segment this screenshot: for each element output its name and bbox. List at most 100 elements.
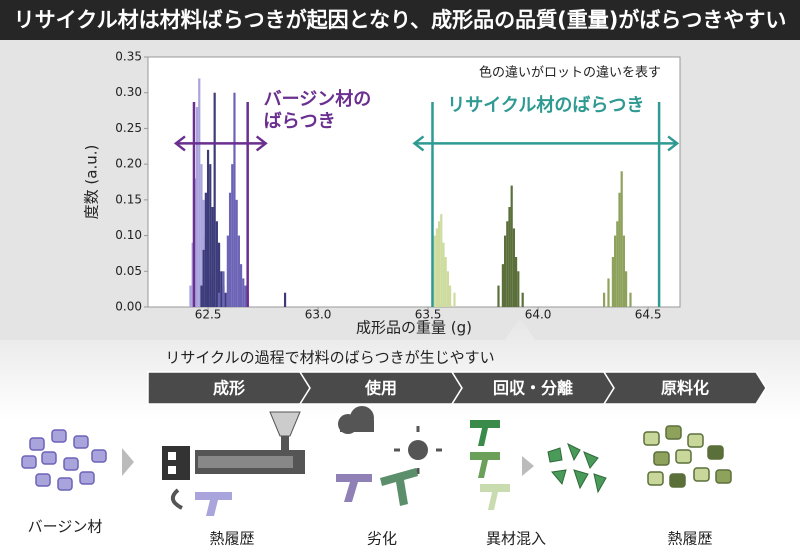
bar bbox=[620, 171, 623, 307]
bar bbox=[213, 92, 216, 307]
step-label: 劣化 bbox=[367, 530, 397, 548]
y-tick-label: 0.35 bbox=[115, 50, 142, 64]
bar bbox=[209, 164, 212, 307]
virgin-pellets bbox=[21, 429, 107, 491]
bar bbox=[220, 271, 223, 307]
bar bbox=[233, 92, 236, 307]
y-label: 度数 (a.u.) bbox=[83, 145, 101, 220]
bar bbox=[521, 292, 524, 307]
recycled-pellets bbox=[643, 425, 732, 488]
x-tick-label: 62.5 bbox=[195, 308, 222, 322]
bar bbox=[442, 242, 445, 307]
bar bbox=[202, 249, 205, 307]
bar bbox=[613, 235, 617, 307]
bar bbox=[200, 164, 203, 307]
y-tick-label: 0.05 bbox=[115, 264, 142, 278]
stage-label: 原料化 bbox=[661, 379, 709, 398]
bar bbox=[235, 199, 238, 307]
y-tick-label: 0.30 bbox=[115, 85, 142, 99]
y-tick-label: 0.10 bbox=[115, 228, 142, 242]
y-tick-label: 0.20 bbox=[115, 157, 142, 171]
arrow-head bbox=[667, 135, 680, 152]
icons: 0.00 0.05 0.10 0.15 0.20 0.25 0.30 0.35 62.5 63.0… bbox=[21, 50, 767, 548]
range-label: バージン材の bbox=[264, 88, 372, 110]
bar bbox=[616, 221, 619, 307]
bar bbox=[200, 285, 203, 307]
bar bbox=[222, 271, 225, 307]
bar bbox=[446, 271, 449, 307]
y-tick-label: 0.15 bbox=[115, 192, 142, 206]
bar bbox=[503, 235, 507, 307]
bar bbox=[228, 192, 232, 307]
step-label: 熱履歴 bbox=[667, 530, 712, 548]
bar bbox=[217, 242, 221, 307]
molding-machine bbox=[162, 411, 305, 516]
x-tick-label: 63.5 bbox=[415, 308, 442, 322]
stage-label: 成形 bbox=[213, 379, 245, 398]
bar bbox=[512, 228, 515, 307]
bar bbox=[506, 221, 509, 307]
bar bbox=[215, 221, 218, 307]
x-label: 成形品の重量 (g) bbox=[356, 319, 472, 337]
bar bbox=[217, 292, 221, 307]
bar bbox=[618, 192, 621, 307]
bar bbox=[435, 228, 438, 307]
bar bbox=[231, 164, 234, 307]
arrow-head bbox=[412, 135, 425, 152]
stage-label: 使用 bbox=[364, 379, 397, 398]
bar bbox=[440, 214, 443, 307]
bar bbox=[224, 292, 227, 307]
bar bbox=[624, 271, 628, 307]
stage-label: 回収・分離 bbox=[493, 379, 573, 398]
y-tick-label: 0.00 bbox=[115, 300, 142, 314]
bar bbox=[510, 185, 513, 307]
bar bbox=[437, 221, 441, 307]
bar bbox=[501, 264, 504, 307]
arrow-head bbox=[255, 135, 268, 152]
bar bbox=[204, 192, 207, 307]
bar bbox=[206, 149, 210, 307]
x-tick-label: 64.0 bbox=[525, 308, 552, 322]
range-label: リサイクル材のばらつき bbox=[447, 94, 644, 116]
sorting bbox=[470, 420, 607, 510]
bar bbox=[237, 235, 240, 307]
step-label: 異材混入 bbox=[486, 530, 546, 548]
bar bbox=[433, 235, 436, 307]
bar bbox=[622, 235, 625, 307]
bar bbox=[239, 264, 243, 307]
note: 色の違いがロットの違いを表す bbox=[479, 65, 661, 81]
bar bbox=[198, 78, 201, 307]
bar bbox=[448, 285, 452, 307]
title: リサイクル材は材料ばらつきが起因となり、成形品の品質(重量)がばらつきやすい bbox=[14, 8, 787, 32]
range-label: ばらつき bbox=[264, 111, 336, 132]
step-label: 熱履歴 bbox=[209, 530, 254, 548]
bar bbox=[508, 207, 511, 307]
bar bbox=[242, 278, 245, 307]
bar bbox=[517, 271, 520, 307]
bar bbox=[514, 257, 518, 307]
bar bbox=[611, 257, 614, 307]
title-bar bbox=[0, 0, 800, 40]
bar bbox=[195, 107, 199, 307]
bar bbox=[629, 292, 632, 307]
bar bbox=[211, 207, 214, 307]
bar bbox=[226, 235, 229, 307]
process-subtitle: リサイクルの過程で材料のばらつきが生じやすい bbox=[165, 349, 494, 367]
bar bbox=[453, 292, 456, 307]
stage-chevron bbox=[602, 371, 767, 405]
bar bbox=[444, 257, 447, 307]
bar bbox=[189, 285, 192, 307]
x-tick-label: 63.0 bbox=[305, 308, 332, 322]
bar bbox=[602, 292, 606, 307]
bar bbox=[191, 242, 194, 307]
bar bbox=[244, 285, 247, 307]
weather bbox=[336, 406, 442, 506]
step-label: バージン材 bbox=[28, 518, 103, 536]
arrow bbox=[122, 448, 134, 476]
bar bbox=[607, 278, 610, 307]
x-tick-label: 64.5 bbox=[635, 308, 662, 322]
y-tick-label: 0.25 bbox=[115, 121, 142, 135]
bar bbox=[283, 292, 287, 307]
bar bbox=[497, 285, 500, 307]
